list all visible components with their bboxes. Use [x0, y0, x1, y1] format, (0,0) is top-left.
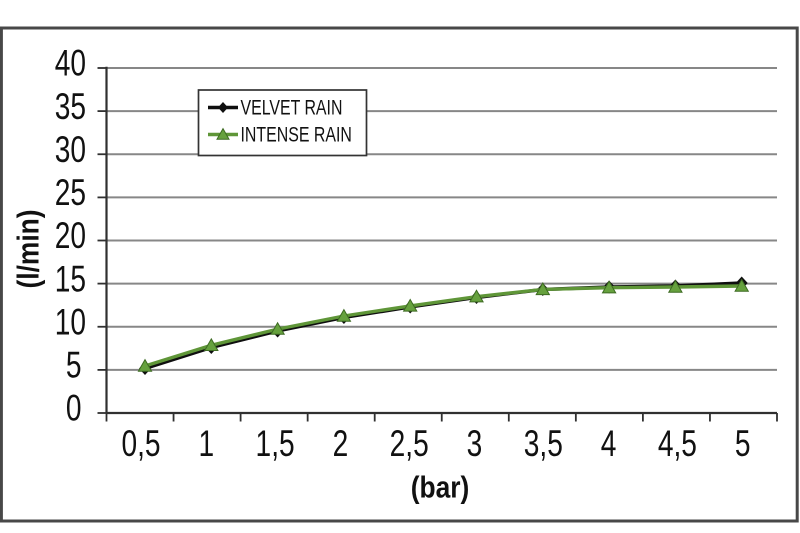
svg-text:5: 5: [66, 344, 82, 386]
svg-text:30: 30: [55, 128, 86, 170]
svg-text:INTENSE RAIN: INTENSE RAIN: [241, 124, 352, 148]
svg-text:5: 5: [735, 422, 751, 464]
svg-text:3: 3: [467, 422, 483, 464]
svg-text:10: 10: [55, 301, 86, 343]
svg-text:25: 25: [55, 171, 86, 213]
svg-text:20: 20: [55, 214, 86, 256]
svg-text:15: 15: [55, 258, 86, 300]
svg-text:0: 0: [66, 387, 82, 429]
svg-text:1,5: 1,5: [256, 422, 295, 464]
svg-text:1: 1: [198, 422, 214, 464]
svg-text:2,5: 2,5: [390, 422, 429, 464]
svg-text:2: 2: [333, 422, 349, 464]
svg-text:3,5: 3,5: [524, 422, 563, 464]
svg-text:(bar): (bar): [411, 471, 470, 505]
svg-text:(l/min): (l/min): [12, 210, 46, 289]
svg-text:0,5: 0,5: [121, 422, 160, 464]
svg-text:VELVET RAIN: VELVET RAIN: [241, 97, 343, 121]
svg-text:4: 4: [601, 422, 617, 464]
svg-text:40: 40: [55, 42, 86, 84]
svg-text:35: 35: [55, 85, 86, 127]
svg-text:4,5: 4,5: [658, 422, 697, 464]
